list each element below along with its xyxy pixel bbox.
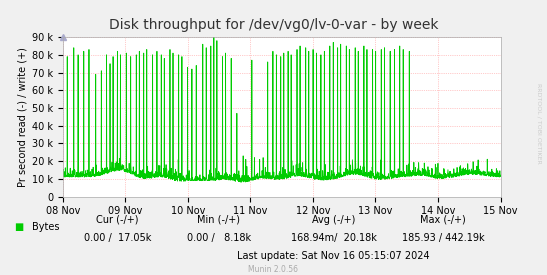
Text: Last update: Sat Nov 16 05:15:07 2024: Last update: Sat Nov 16 05:15:07 2024 [237, 251, 430, 261]
Text: Cur (-/+): Cur (-/+) [96, 215, 139, 225]
Text: 0.00 /  17.05k: 0.00 / 17.05k [84, 233, 152, 243]
Text: Disk throughput for /dev/vg0/lv-0-var - by week: Disk throughput for /dev/vg0/lv-0-var - … [109, 18, 438, 32]
Text: 185.93 / 442.19k: 185.93 / 442.19k [401, 233, 485, 243]
Text: Bytes: Bytes [32, 222, 59, 232]
Text: Munin 2.0.56: Munin 2.0.56 [248, 265, 299, 274]
Text: 168.94m/  20.18k: 168.94m/ 20.18k [291, 233, 376, 243]
Text: Min (-/+): Min (-/+) [197, 215, 240, 225]
Text: RRDTOOL / TOBI OETIKER: RRDTOOL / TOBI OETIKER [536, 83, 542, 164]
Text: Max (-/+): Max (-/+) [420, 215, 466, 225]
Text: 0.00 /   8.18k: 0.00 / 8.18k [187, 233, 251, 243]
Text: Avg (-/+): Avg (-/+) [312, 215, 356, 225]
Y-axis label: Pr second read (-) / write (+): Pr second read (-) / write (+) [18, 47, 28, 187]
Text: ■: ■ [14, 222, 23, 232]
